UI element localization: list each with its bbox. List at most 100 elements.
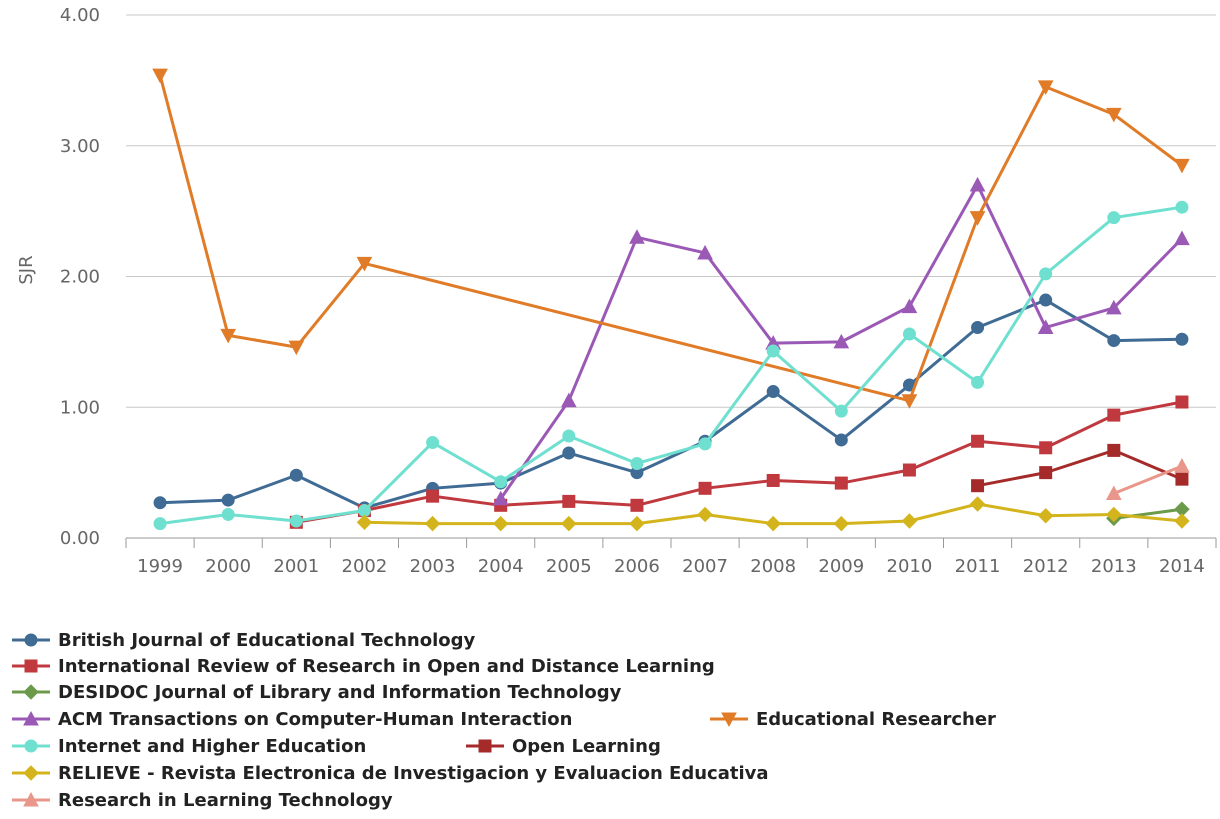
legend-label: Internet and Higher Education bbox=[58, 736, 366, 757]
data-point bbox=[1105, 485, 1122, 501]
legend-label: ACM Transactions on Computer-Human Inter… bbox=[58, 709, 572, 730]
legend-label: RELIEVE - Revista Electronica de Investi… bbox=[58, 763, 769, 784]
data-point bbox=[971, 320, 985, 334]
data-point bbox=[901, 298, 918, 314]
x-tick-label: 2009 bbox=[818, 556, 864, 577]
x-tick-label: 2000 bbox=[205, 556, 251, 577]
data-point bbox=[492, 490, 509, 506]
data-point bbox=[765, 515, 781, 532]
data-point bbox=[221, 507, 235, 521]
legend-label: British Journal of Educational Technolog… bbox=[58, 630, 475, 651]
x-tick-label: 2008 bbox=[750, 556, 796, 577]
data-point bbox=[969, 211, 986, 226]
series-research-in-learning-technology bbox=[1105, 458, 1190, 501]
data-point bbox=[1175, 332, 1189, 346]
legend-item-open-learning[interactable]: Open Learning bbox=[466, 736, 661, 757]
series-british-journal-of-educational-technology bbox=[153, 293, 1189, 515]
data-point bbox=[1107, 211, 1121, 225]
legend-item-relieve-revista-electronica-de-investigacion-y-evaluacion-educativa[interactable]: RELIEVE - Revista Electronica de Investi… bbox=[12, 763, 769, 784]
x-tick-label: 2013 bbox=[1091, 556, 1137, 577]
data-point bbox=[766, 385, 780, 399]
data-point bbox=[1037, 80, 1054, 95]
y-axis-ticks: 0.00 1.00 2.00 3.00 4.00 bbox=[60, 5, 100, 549]
data-point bbox=[1174, 458, 1190, 473]
data-point bbox=[901, 394, 918, 409]
legend-label: Educational Researcher bbox=[756, 709, 996, 730]
series-line bbox=[296, 400, 1183, 524]
data-point bbox=[1107, 334, 1121, 348]
data-point bbox=[833, 333, 850, 349]
x-tick-label: 2001 bbox=[273, 556, 319, 577]
x-tick-label: 2003 bbox=[410, 556, 456, 577]
data-point bbox=[1174, 158, 1190, 174]
data-point bbox=[220, 328, 237, 344]
legend-item-research-in-learning-technology[interactable]: Research in Learning Technology bbox=[12, 790, 393, 811]
data-point bbox=[153, 517, 167, 531]
y-tick-label: 3.00 bbox=[60, 136, 100, 157]
legend-item-international-review-of-research-in-open-and-distance-learning[interactable]: International Review of Research in Open… bbox=[12, 656, 715, 677]
data-point bbox=[1106, 506, 1122, 523]
data-point bbox=[1039, 441, 1053, 455]
series-line bbox=[160, 298, 1182, 510]
x-tick-label: 2006 bbox=[614, 556, 660, 577]
legend-item-educational-researcher[interactable]: Educational Researcher bbox=[710, 709, 996, 730]
y-tick-label: 1.00 bbox=[60, 397, 100, 418]
data-point bbox=[969, 496, 986, 512]
data-point bbox=[1175, 200, 1189, 214]
y-tick-label: 0.00 bbox=[60, 528, 100, 549]
legend-item-acm-transactions-on-computer-human-interaction[interactable]: ACM Transactions on Computer-Human Inter… bbox=[12, 709, 572, 730]
legend[interactable]: British Journal of Educational Technolog… bbox=[12, 630, 996, 811]
data-point bbox=[902, 327, 916, 341]
series-layer bbox=[152, 68, 1190, 532]
legend-label: International Review of Research in Open… bbox=[58, 656, 715, 677]
y-tick-label: 2.00 bbox=[60, 267, 100, 288]
data-point bbox=[1039, 293, 1053, 307]
data-point bbox=[1107, 408, 1121, 422]
data-point bbox=[698, 481, 712, 495]
series-educational-researcher bbox=[152, 68, 1190, 409]
series-internet-and-higher-education bbox=[153, 200, 1189, 531]
data-point bbox=[562, 494, 576, 508]
x-tick-label: 2007 bbox=[682, 556, 728, 577]
data-point bbox=[153, 496, 167, 510]
data-point bbox=[289, 468, 303, 482]
data-point bbox=[1174, 513, 1190, 529]
legend-label: Open Learning bbox=[512, 736, 661, 757]
data-point bbox=[766, 344, 780, 358]
y-tick-label: 4.00 bbox=[60, 5, 100, 26]
data-point bbox=[629, 229, 645, 244]
data-point bbox=[492, 515, 509, 532]
legend-item-desidoc-journal-of-library-and-information-technology[interactable]: DESIDOC Journal of Library and Informati… bbox=[12, 682, 622, 703]
data-point bbox=[1105, 107, 1122, 123]
data-point bbox=[1037, 319, 1054, 334]
legend-marker bbox=[721, 712, 737, 728]
data-point bbox=[426, 489, 440, 503]
data-point bbox=[356, 256, 373, 272]
data-point bbox=[901, 513, 918, 529]
data-point bbox=[971, 375, 985, 389]
data-point bbox=[561, 515, 577, 532]
data-point bbox=[221, 493, 235, 507]
data-point bbox=[1107, 443, 1121, 457]
series-relieve-revista-electronica-de-investigacion-y-evaluacion-educativa bbox=[356, 496, 1190, 532]
legend-marker bbox=[23, 791, 39, 807]
legend-marker bbox=[24, 739, 38, 753]
data-point bbox=[630, 498, 644, 512]
y-axis-label: SJR bbox=[16, 255, 37, 284]
data-point bbox=[1037, 508, 1054, 524]
legend-marker bbox=[23, 710, 39, 726]
x-tick-label: 2012 bbox=[1023, 556, 1069, 577]
legend-marker bbox=[23, 765, 39, 781]
data-point bbox=[698, 437, 712, 451]
series-line bbox=[1113, 464, 1183, 495]
legend-item-internet-and-higher-education[interactable]: Internet and Higher Education bbox=[12, 736, 366, 757]
data-point bbox=[971, 479, 985, 493]
data-point bbox=[152, 68, 168, 84]
data-point bbox=[426, 436, 440, 450]
data-point bbox=[969, 176, 986, 192]
legend-item-british-journal-of-educational-technology[interactable]: British Journal of Educational Technolog… bbox=[12, 630, 475, 651]
legend-marker bbox=[23, 684, 39, 700]
x-tick-label: 2010 bbox=[887, 556, 933, 577]
data-point bbox=[1174, 230, 1190, 246]
